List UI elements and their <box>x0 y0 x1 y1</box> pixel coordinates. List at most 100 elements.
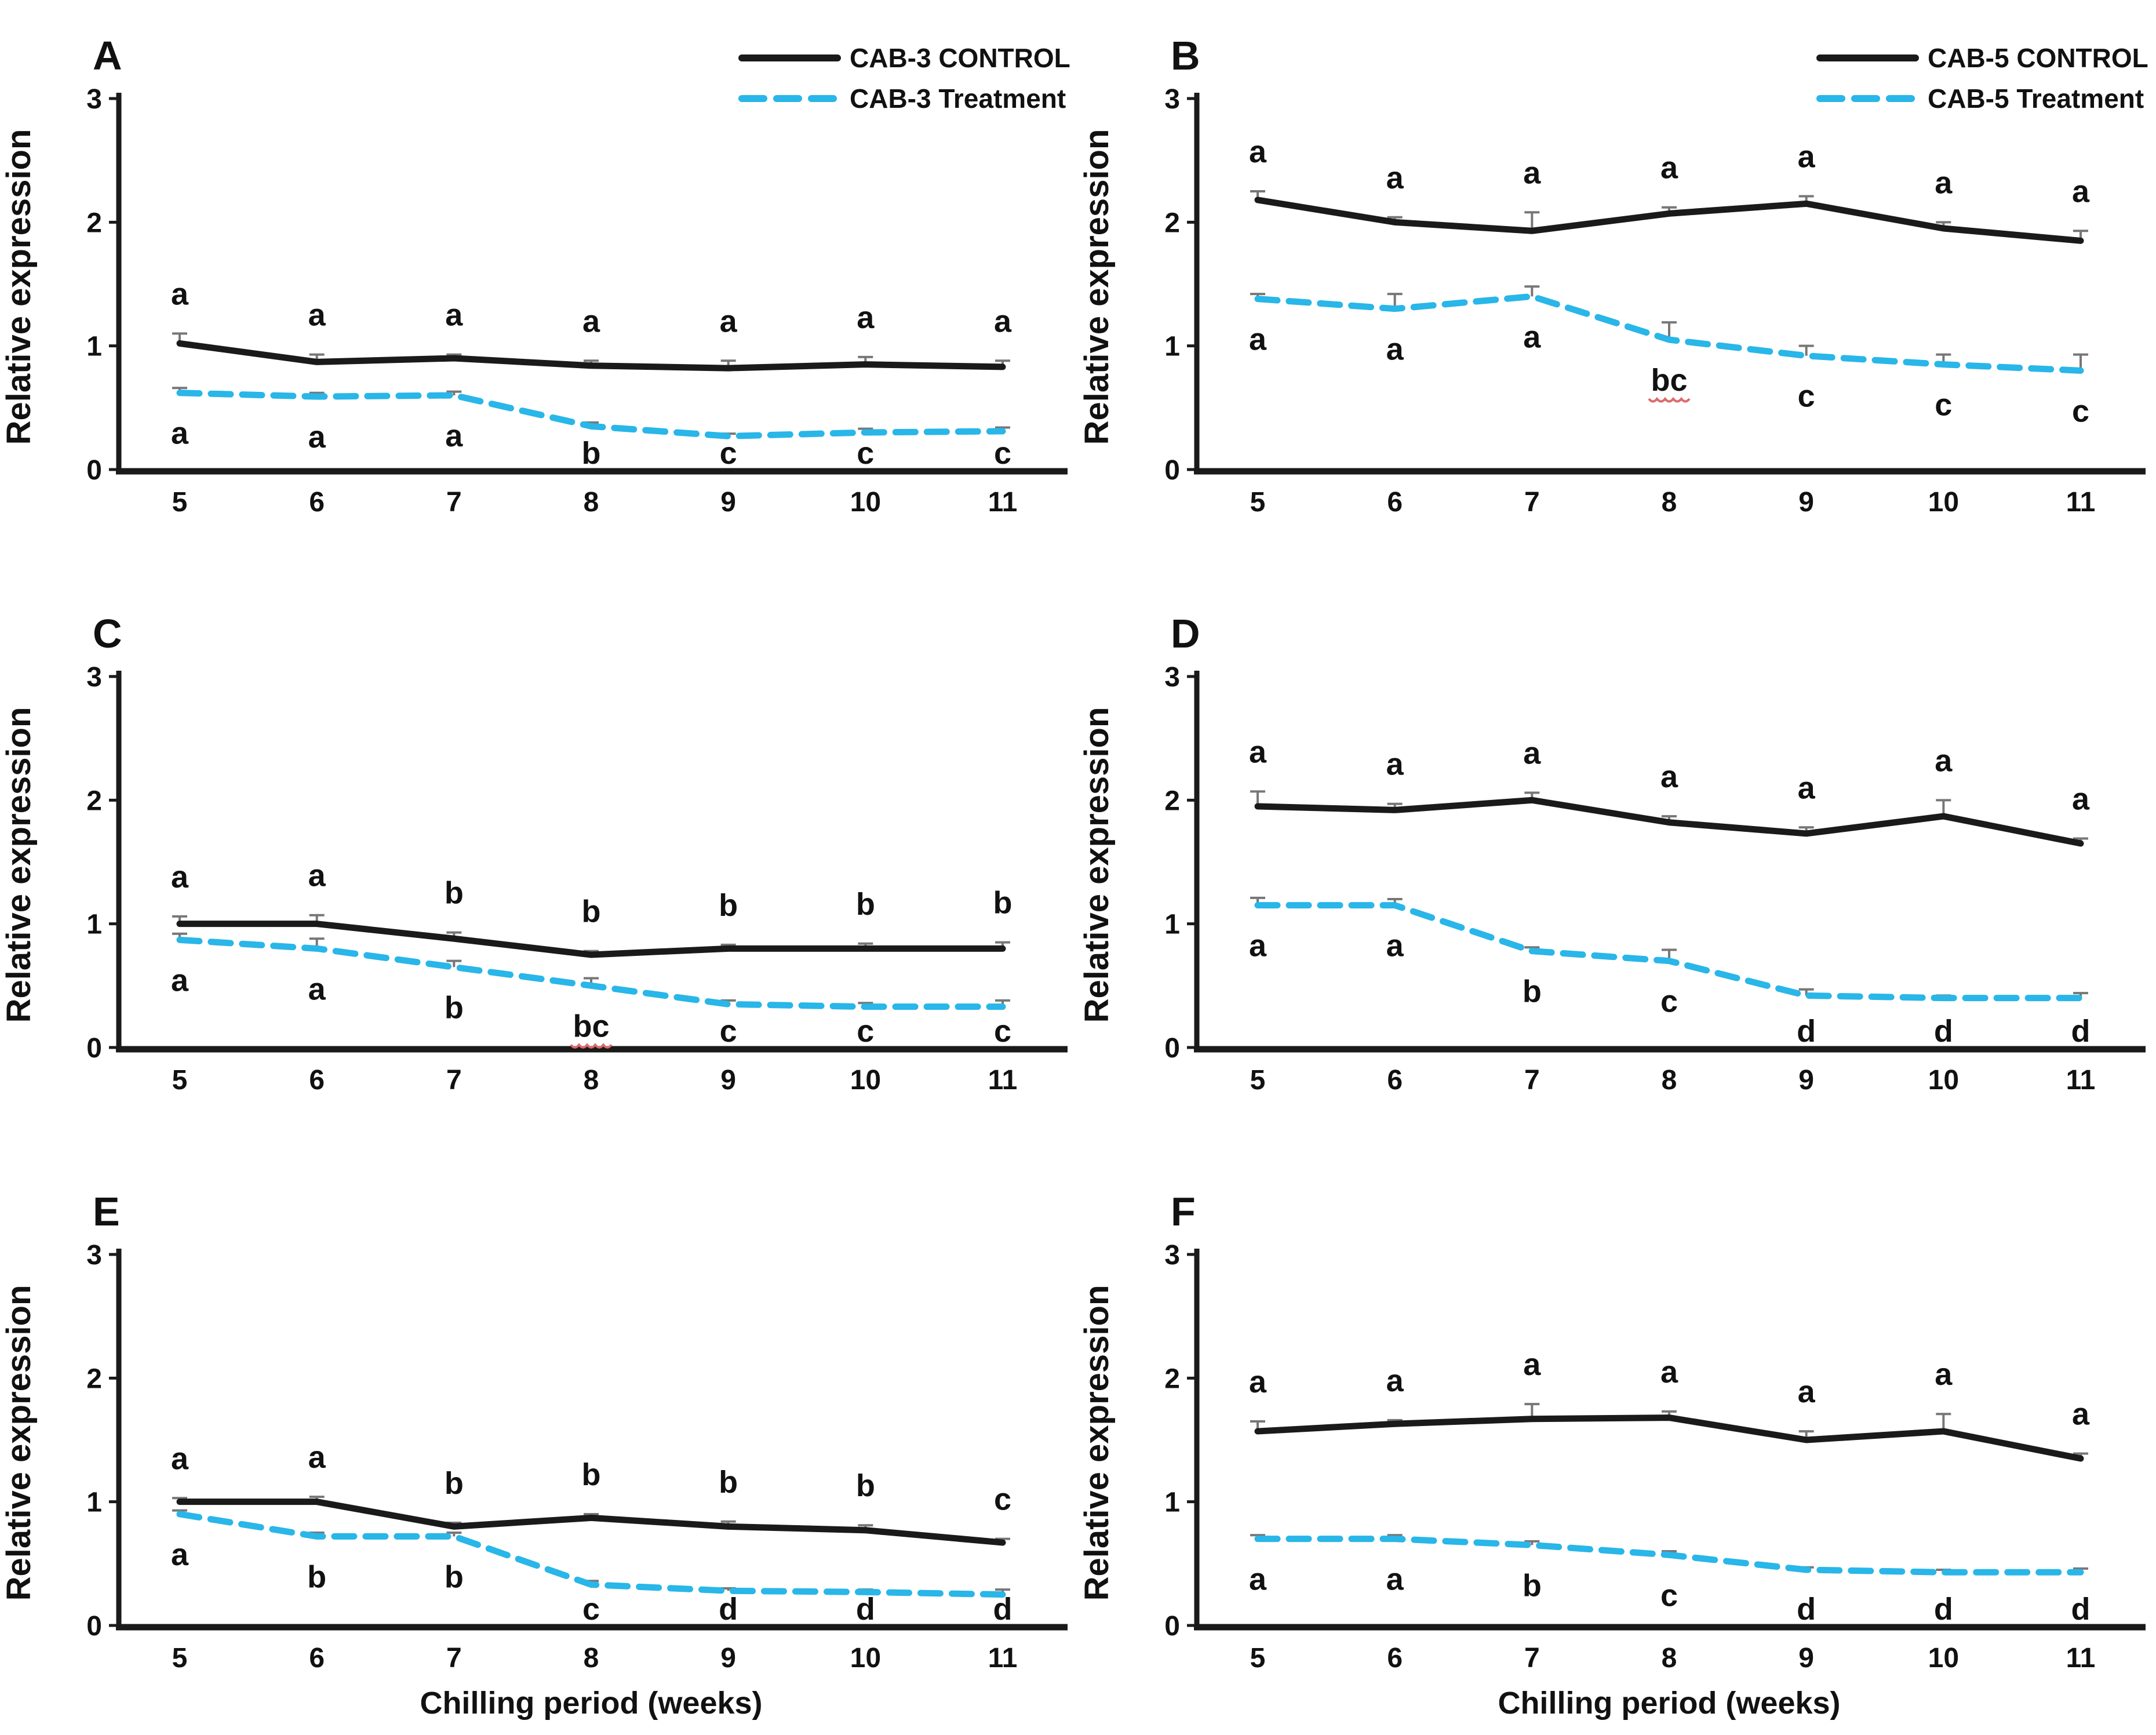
sig-letter: c <box>720 1014 737 1049</box>
sig-letter: a <box>1386 747 1404 782</box>
x-tick-label: 8 <box>1662 1065 1677 1096</box>
panel-C: C Relative expression 0 1 2 3 5 6 7 8 9 10 11 a a b b b b b… <box>0 611 1068 1096</box>
x-tick-label: 11 <box>988 487 1018 518</box>
sig-letter: bc <box>1651 363 1687 398</box>
x-axis-title: Chilling period (weeks) <box>1498 1686 1840 1721</box>
x-tick-label: 6 <box>309 487 325 518</box>
y-tick-label: 1 <box>86 1487 102 1518</box>
sig-letter: d <box>2071 1592 2090 1627</box>
x-tick-label: 6 <box>309 1065 325 1096</box>
control-line <box>1254 1414 2084 1462</box>
x-tick-label: 6 <box>1387 487 1403 518</box>
sig-letter: a <box>1386 929 1404 963</box>
y-tick-label: 0 <box>86 455 102 486</box>
control-line <box>176 921 1006 958</box>
x-tick-label: 9 <box>720 1643 736 1674</box>
x-tick-label: 5 <box>1250 487 1266 518</box>
y-tick-label: 3 <box>86 1240 102 1271</box>
sig-letter: a <box>1660 1355 1678 1390</box>
x-tick-label: 9 <box>720 1065 736 1096</box>
sig-letter: d <box>719 1592 738 1627</box>
control-line <box>176 340 1006 372</box>
x-tick-label: 5 <box>172 487 188 518</box>
y-tick-label: 1 <box>86 910 102 940</box>
sig-letter: a <box>582 304 600 339</box>
sig-letter: a <box>1249 134 1267 169</box>
sig-letter: d <box>1934 1014 1953 1049</box>
x-tick-label: 8 <box>584 487 599 518</box>
sig-letter: c <box>857 1014 874 1049</box>
x-tick-label: 10 <box>1928 1065 1959 1096</box>
x-tick-label: 10 <box>850 1065 881 1096</box>
y-tick-label: 2 <box>86 208 102 238</box>
control-line <box>1254 796 2084 847</box>
x-axis-title: Chilling period (weeks) <box>420 1686 762 1721</box>
sig-letter: a <box>1386 1363 1404 1398</box>
sig-letter: a <box>171 1441 189 1476</box>
x-tick-label: 8 <box>1662 1643 1677 1674</box>
x-tick-label: 8 <box>1662 487 1677 518</box>
panel-F: F Relative expression 0 1 2 3 5 6 7 8 9 10 11 Chillin… <box>1078 1189 2146 1721</box>
sig-letter: a <box>445 298 463 333</box>
sig-letter: d <box>1934 1592 1953 1627</box>
x-tick-label: 10 <box>1928 487 1959 518</box>
y-tick-label: 1 <box>1164 910 1180 940</box>
sig-letter: a <box>2072 174 2090 209</box>
sig-letter: b <box>1523 974 1542 1009</box>
sig-letter: a <box>171 963 189 998</box>
sig-letter: a <box>1386 332 1404 367</box>
sig-letter: c <box>1660 1578 1678 1613</box>
x-tick-label: 10 <box>850 487 881 518</box>
legend-label: CAB-5 CONTROL <box>1928 43 2148 73</box>
y-axis-title: Relative expression <box>0 129 38 445</box>
panel-label: E <box>93 1189 120 1234</box>
sig-letter: c <box>994 436 1011 471</box>
sig-letter: a <box>1523 1347 1541 1382</box>
y-tick-label: 1 <box>1164 332 1180 362</box>
panel-A: A Relative expression 0 1 2 3 5 6 7 8 9 10 11 a a a a a a a… <box>0 33 1070 518</box>
sig-letter: c <box>857 436 874 471</box>
x-tick-label: 6 <box>1387 1065 1403 1096</box>
x-tick-label: 7 <box>446 1065 462 1096</box>
sig-letter: c <box>994 1482 1011 1517</box>
sig-letter: b <box>445 876 464 911</box>
sig-letter: a <box>308 298 326 333</box>
panel-D: D Relative expression 0 1 2 3 5 6 7 8 9 10 11 a a a a a a a… <box>1078 611 2146 1096</box>
treatment-line <box>1254 293 2084 374</box>
y-axis-title: Relative expression <box>0 1285 38 1601</box>
sig-letter: a <box>1935 165 1953 200</box>
treatment-line <box>176 390 1006 439</box>
y-tick-label: 3 <box>86 662 102 693</box>
x-tick-label: 5 <box>172 1065 188 1096</box>
x-tick-label: 9 <box>1798 1065 1814 1096</box>
sig-letter: c <box>994 1014 1011 1049</box>
sig-letter: a <box>1249 1365 1267 1399</box>
sig-letter: b <box>307 1559 326 1594</box>
sig-letter: a <box>308 1440 326 1475</box>
y-tick-label: 2 <box>86 785 102 816</box>
sig-letter: a <box>1660 151 1678 185</box>
sig-letter: a <box>1935 1357 1953 1392</box>
x-tick-label: 7 <box>446 1643 462 1674</box>
x-tick-label: 7 <box>1524 1643 1540 1674</box>
x-tick-label: 11 <box>2066 1643 2096 1674</box>
sig-letter: a <box>1523 155 1541 190</box>
legend-label: CAB-3 Treatment <box>850 83 1066 114</box>
y-tick-label: 0 <box>86 1611 102 1642</box>
y-axis-title: Relative expression <box>0 707 38 1023</box>
sig-letter: d <box>2071 1014 2090 1049</box>
panel-label: D <box>1171 611 1200 656</box>
sig-letter: a <box>1523 736 1541 771</box>
sig-letter: a <box>171 860 189 894</box>
x-tick-label: 9 <box>720 487 736 518</box>
sig-letter: b <box>445 990 464 1025</box>
sig-letter: a <box>2072 781 2090 816</box>
y-tick-label: 2 <box>86 1363 102 1394</box>
sig-letter: a <box>1249 322 1267 357</box>
x-tick-label: 7 <box>446 487 462 518</box>
sig-letter: b <box>719 1465 738 1500</box>
x-tick-label: 10 <box>1928 1643 1959 1674</box>
x-tick-label: 5 <box>1250 1065 1266 1096</box>
y-tick-label: 0 <box>86 1033 102 1064</box>
panel-label: B <box>1171 33 1200 78</box>
